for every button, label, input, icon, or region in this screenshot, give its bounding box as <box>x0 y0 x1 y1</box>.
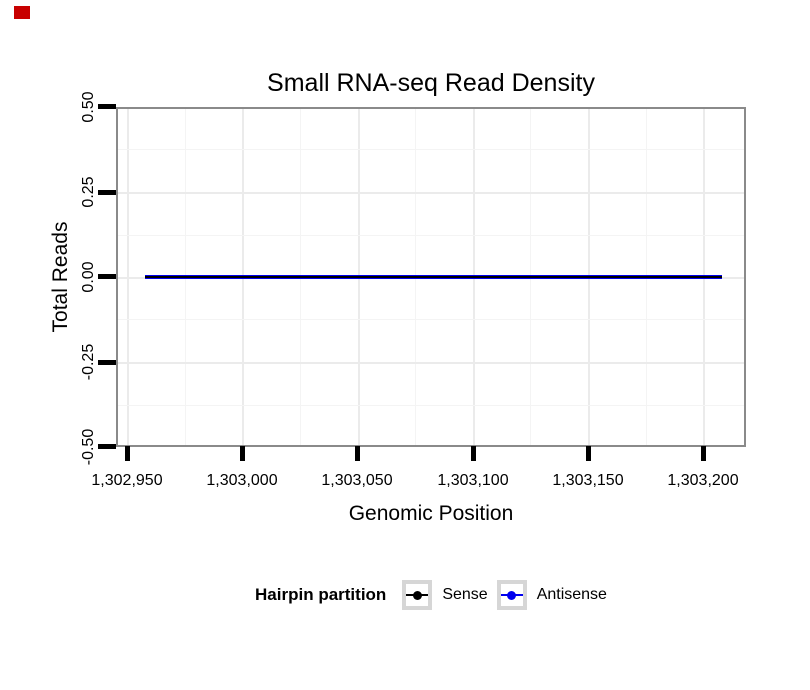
antisense-series-line <box>145 275 722 279</box>
x-tick-label: 1,303,050 <box>321 472 393 489</box>
legend-title: Hairpin partition <box>255 585 387 604</box>
gridline-major-horizontal <box>118 192 744 194</box>
x-tick-mark <box>585 446 591 461</box>
gridline-major-horizontal <box>118 362 744 364</box>
antisense-legend-key <box>496 580 527 610</box>
x-tick-label: 1,303,100 <box>437 472 509 489</box>
y-tick-label: 0.25 <box>80 176 97 208</box>
sense-series-line <box>145 276 722 278</box>
x-tick-mark <box>124 446 130 461</box>
x-tick-mark <box>239 446 245 461</box>
y-tick-label: -0.50 <box>80 428 97 466</box>
x-tick-label: 1,302,950 <box>91 472 163 489</box>
legend-label-sense: Sense <box>442 586 488 603</box>
gridline-minor-horizontal <box>118 149 744 150</box>
red-marker-square <box>14 6 30 19</box>
y-tick-mark <box>98 104 116 109</box>
chart-title: Small RNA-seq Read Density <box>267 69 595 97</box>
y-tick-mark <box>98 190 116 195</box>
sense-point-icon <box>412 590 422 600</box>
y-tick-label: -0.25 <box>80 343 97 381</box>
y-tick-label: 0.50 <box>80 91 97 123</box>
gridline-minor-horizontal <box>118 319 744 320</box>
x-tick-label: 1,303,200 <box>667 472 739 489</box>
legend: Hairpin partition Sense Antisense <box>116 580 746 610</box>
y-tick-label: 0.00 <box>80 261 97 293</box>
antisense-point-icon <box>507 590 517 600</box>
y-tick-mark <box>98 274 116 279</box>
y-axis-title: Total Reads <box>49 221 72 333</box>
plot-panel <box>116 107 746 447</box>
legend-label-antisense: Antisense <box>536 586 607 603</box>
gridline-minor-horizontal <box>118 235 744 236</box>
x-tick-mark <box>354 446 360 461</box>
x-tick-label: 1,303,000 <box>206 472 278 489</box>
y-tick-mark <box>98 360 116 365</box>
x-tick-mark <box>470 446 476 461</box>
y-tick-mark <box>98 444 116 449</box>
x-tick-label: 1,303,150 <box>552 472 624 489</box>
sense-legend-key <box>402 580 433 610</box>
x-tick-mark <box>700 446 706 461</box>
x-axis-title: Genomic Position <box>348 502 514 525</box>
gridline-minor-horizontal <box>118 405 744 406</box>
